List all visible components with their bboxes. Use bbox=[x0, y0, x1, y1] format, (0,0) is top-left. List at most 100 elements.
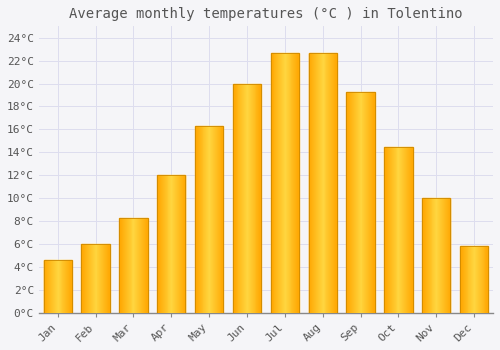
Bar bbox=[127, 218, 128, 313]
Bar bbox=[125, 218, 126, 313]
Bar bbox=[406, 147, 407, 313]
Bar bbox=[328, 52, 330, 313]
Bar bbox=[356, 92, 357, 313]
Bar bbox=[330, 52, 331, 313]
Bar bbox=[437, 198, 438, 313]
Bar bbox=[409, 147, 410, 313]
Bar bbox=[123, 218, 124, 313]
Bar bbox=[461, 246, 462, 313]
Bar bbox=[392, 147, 394, 313]
Bar bbox=[334, 52, 335, 313]
Bar bbox=[58, 260, 59, 313]
Bar bbox=[288, 52, 290, 313]
Bar bbox=[274, 52, 276, 313]
Bar bbox=[197, 126, 198, 313]
Bar bbox=[402, 147, 403, 313]
Bar bbox=[218, 126, 220, 313]
Bar bbox=[159, 175, 160, 313]
Bar bbox=[279, 52, 280, 313]
Bar bbox=[103, 244, 104, 313]
Bar bbox=[175, 175, 176, 313]
Bar bbox=[136, 218, 137, 313]
Bar bbox=[368, 92, 369, 313]
Bar bbox=[321, 52, 322, 313]
Bar bbox=[140, 218, 141, 313]
Bar bbox=[122, 218, 123, 313]
Bar bbox=[297, 52, 298, 313]
Bar bbox=[423, 198, 424, 313]
Bar bbox=[486, 246, 488, 313]
Bar bbox=[320, 52, 321, 313]
Bar bbox=[400, 147, 402, 313]
Bar bbox=[448, 198, 450, 313]
Bar bbox=[427, 198, 428, 313]
Bar bbox=[280, 52, 281, 313]
Bar bbox=[278, 52, 279, 313]
Bar bbox=[161, 175, 162, 313]
Bar bbox=[285, 52, 286, 313]
Bar bbox=[143, 218, 144, 313]
Bar bbox=[157, 175, 186, 313]
Bar bbox=[108, 244, 109, 313]
Bar bbox=[428, 198, 430, 313]
Bar bbox=[66, 260, 67, 313]
Bar bbox=[410, 147, 412, 313]
Bar bbox=[389, 147, 390, 313]
Bar bbox=[57, 260, 58, 313]
Bar bbox=[460, 246, 461, 313]
Bar bbox=[134, 218, 136, 313]
Bar bbox=[90, 244, 91, 313]
Bar bbox=[67, 260, 68, 313]
Bar bbox=[251, 84, 252, 313]
Bar bbox=[346, 92, 375, 313]
Bar bbox=[477, 246, 478, 313]
Bar bbox=[177, 175, 178, 313]
Bar bbox=[436, 198, 437, 313]
Bar bbox=[121, 218, 122, 313]
Bar bbox=[332, 52, 333, 313]
Bar bbox=[109, 244, 110, 313]
Bar bbox=[349, 92, 350, 313]
Bar bbox=[211, 126, 212, 313]
Bar bbox=[157, 175, 158, 313]
Bar bbox=[46, 260, 48, 313]
Bar bbox=[443, 198, 444, 313]
Bar bbox=[324, 52, 326, 313]
Bar bbox=[245, 84, 246, 313]
Bar bbox=[51, 260, 52, 313]
Bar bbox=[260, 84, 261, 313]
Bar bbox=[91, 244, 92, 313]
Bar bbox=[236, 84, 238, 313]
Bar bbox=[479, 246, 480, 313]
Bar bbox=[250, 84, 251, 313]
Bar bbox=[353, 92, 354, 313]
Bar bbox=[310, 52, 312, 313]
Bar bbox=[331, 52, 332, 313]
Bar bbox=[94, 244, 96, 313]
Bar bbox=[52, 260, 53, 313]
Bar bbox=[317, 52, 318, 313]
Bar bbox=[290, 52, 292, 313]
Bar bbox=[170, 175, 172, 313]
Bar bbox=[370, 92, 371, 313]
Bar bbox=[107, 244, 108, 313]
Bar bbox=[106, 244, 107, 313]
Bar bbox=[139, 218, 140, 313]
Bar bbox=[195, 126, 196, 313]
Bar bbox=[142, 218, 143, 313]
Bar bbox=[126, 218, 127, 313]
Bar bbox=[50, 260, 51, 313]
Bar bbox=[210, 126, 211, 313]
Bar bbox=[475, 246, 476, 313]
Bar bbox=[348, 92, 349, 313]
Bar bbox=[308, 52, 310, 313]
Bar bbox=[444, 198, 445, 313]
Bar bbox=[473, 246, 474, 313]
Bar bbox=[441, 198, 442, 313]
Bar bbox=[405, 147, 406, 313]
Bar bbox=[198, 126, 200, 313]
Bar bbox=[89, 244, 90, 313]
Bar bbox=[209, 126, 210, 313]
Bar bbox=[233, 84, 261, 313]
Bar bbox=[132, 218, 134, 313]
